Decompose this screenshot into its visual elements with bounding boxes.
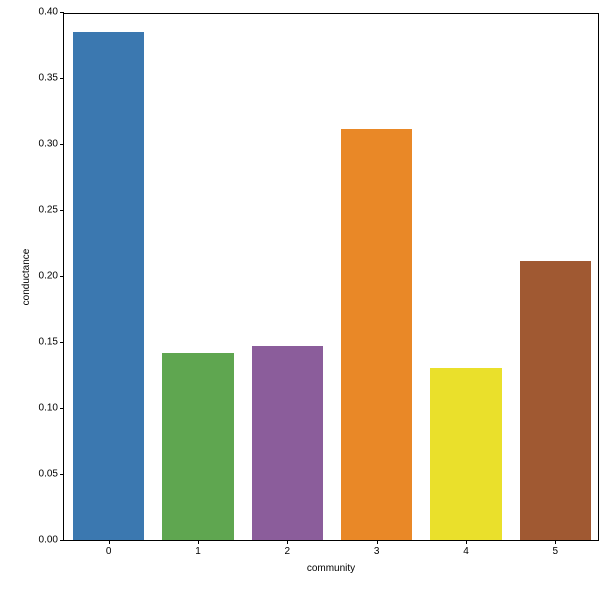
x-axis-label: community bbox=[307, 563, 355, 574]
chart-container: 0 1 2 3 4 5 0.00 0.05 0.10 0.15 0.20 0.25 0.30 0.35 0.… bbox=[0, 0, 615, 589]
x-tick-label: 3 bbox=[374, 540, 380, 557]
plot-area: 0123450.000.050.100.150.200.250.300.350.… bbox=[63, 13, 599, 541]
x-tick-label: 5 bbox=[553, 540, 559, 557]
y-tick-label: 0.35 bbox=[39, 73, 64, 84]
y-axis-label: conductance bbox=[21, 249, 32, 306]
x-tick-label: 2 bbox=[285, 540, 291, 557]
y-tick-label: 0.30 bbox=[39, 139, 64, 150]
bar-5 bbox=[520, 261, 591, 540]
bar-0 bbox=[73, 32, 144, 540]
bar-1 bbox=[162, 353, 233, 540]
y-tick-label: 0.15 bbox=[39, 337, 64, 348]
y-tick-label: 0.20 bbox=[39, 271, 64, 282]
y-tick-label: 0.40 bbox=[39, 7, 64, 18]
bar-3 bbox=[341, 129, 412, 540]
y-tick-label: 0.25 bbox=[39, 205, 64, 216]
y-tick-label: 0.00 bbox=[39, 535, 64, 546]
y-tick-label: 0.10 bbox=[39, 403, 64, 414]
x-tick-label: 4 bbox=[463, 540, 469, 557]
bar-4 bbox=[430, 368, 501, 540]
bar-2 bbox=[252, 346, 323, 540]
x-tick-label: 0 bbox=[106, 540, 112, 557]
x-tick-label: 1 bbox=[195, 540, 201, 557]
y-tick-label: 0.05 bbox=[39, 469, 64, 480]
